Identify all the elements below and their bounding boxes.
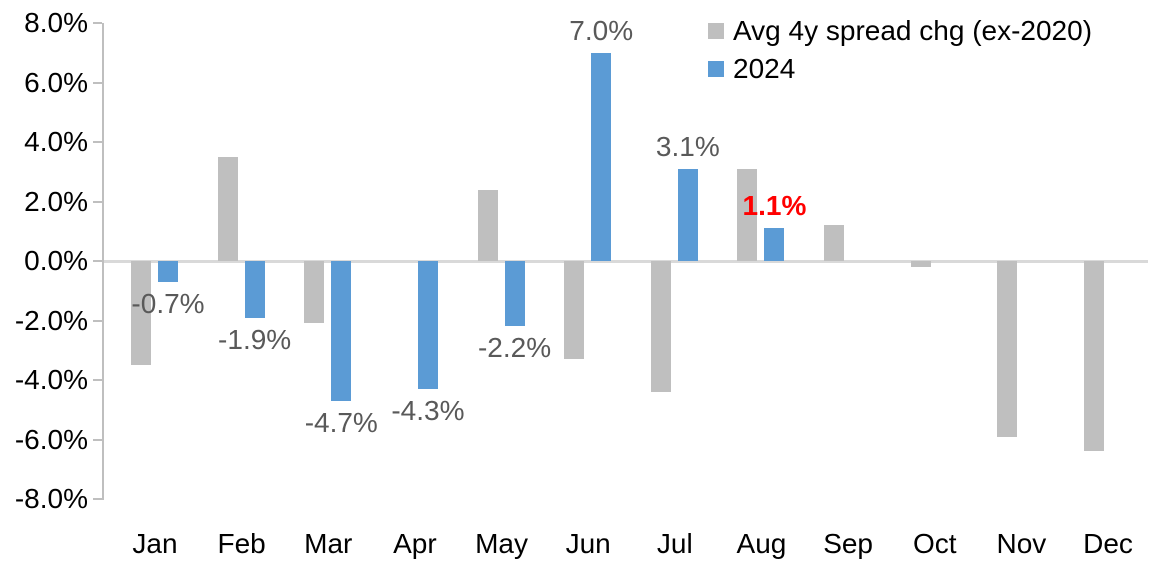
y-tick-label: -4.0% (14, 364, 88, 395)
y-axis-tick (93, 141, 102, 143)
y-axis-tick (93, 81, 102, 84)
y-axis-tick (93, 379, 102, 381)
bar-avg-dec (1084, 261, 1105, 452)
data-label-aug: 1.1% (742, 190, 807, 222)
bar-avg-jun (564, 261, 585, 360)
y-tick-label: 4.0% (24, 126, 88, 157)
y-axis-tick (93, 260, 102, 262)
bar-avg-feb (217, 156, 238, 261)
bar-2024-mar (331, 261, 352, 401)
legend: Avg 4y spread chg (ex-2020) 2024 (708, 12, 1092, 88)
y-tick-label: 2.0% (24, 185, 88, 217)
data-label-mar: -4.7% (304, 406, 378, 438)
bar-avg-jul (650, 261, 671, 392)
y-tick-label: 0.0% (24, 245, 88, 276)
y-tick-label: 8.0% (24, 7, 88, 38)
y-axis-line (102, 23, 104, 500)
legend-item-avg: Avg 4y spread chg (ex-2020) (708, 12, 1092, 50)
data-label-may: -2.2% (477, 332, 552, 364)
y-tick-label: 6.0% (24, 66, 88, 98)
legend-label-2024: 2024 (733, 53, 796, 84)
y-tick-label: -2.0% (14, 304, 88, 336)
y-axis-tick (93, 438, 102, 441)
legend-swatch-gray (708, 23, 724, 39)
x-tick-label: Jan (132, 528, 178, 559)
bar-avg-aug (737, 168, 758, 261)
bar-avg-sep (824, 225, 845, 261)
x-tick-label: Nov (996, 528, 1047, 559)
bar-2024-feb (244, 261, 265, 318)
y-tick-label: -8.0% (14, 483, 88, 514)
legend-label-avg: Avg 4y spread chg (ex-2020) (733, 15, 1093, 46)
y-axis-tick (93, 200, 102, 203)
x-tick-label: May (475, 528, 528, 559)
bar-avg-oct (910, 261, 931, 267)
data-label-jul: 3.1% (655, 130, 720, 162)
x-tick-label: Dec (1083, 528, 1133, 559)
bar-avg-mar (304, 261, 325, 324)
bar-2024-jan (158, 261, 178, 282)
bar-2024-jul (677, 168, 698, 261)
y-tick-label: -6.0% (14, 423, 88, 455)
y-axis-tick (93, 22, 102, 24)
y-axis-tick (93, 498, 102, 500)
y-axis-tick (93, 319, 102, 322)
x-tick-label: Apr (393, 528, 437, 559)
bar-2024-aug (764, 228, 785, 261)
bar-avg-jan (131, 261, 151, 366)
legend-item-2024: 2024 (708, 50, 1092, 88)
bar-avg-nov (997, 261, 1018, 437)
x-tick-label: Oct (912, 528, 957, 559)
data-label-feb: -1.9% (218, 323, 292, 355)
x-tick-label: Aug (736, 528, 787, 559)
x-tick-label: Jul (656, 528, 693, 559)
bar-2024-may (504, 261, 525, 327)
zero-gridline (102, 260, 1148, 263)
data-label-jun: 7.0% (569, 14, 634, 46)
bar-avg-may (477, 189, 498, 261)
x-tick-label: Mar (304, 528, 353, 559)
data-label-apr: -4.3% (391, 394, 465, 426)
bar-2024-apr (417, 261, 438, 389)
x-tick-label: Jun (565, 528, 611, 559)
x-tick-label: Feb (217, 528, 266, 559)
x-tick-label: Sep (823, 528, 874, 559)
bar-2024-jun (591, 52, 612, 261)
data-label-jan: -0.7% (131, 287, 205, 319)
legend-swatch-blue (708, 61, 724, 77)
